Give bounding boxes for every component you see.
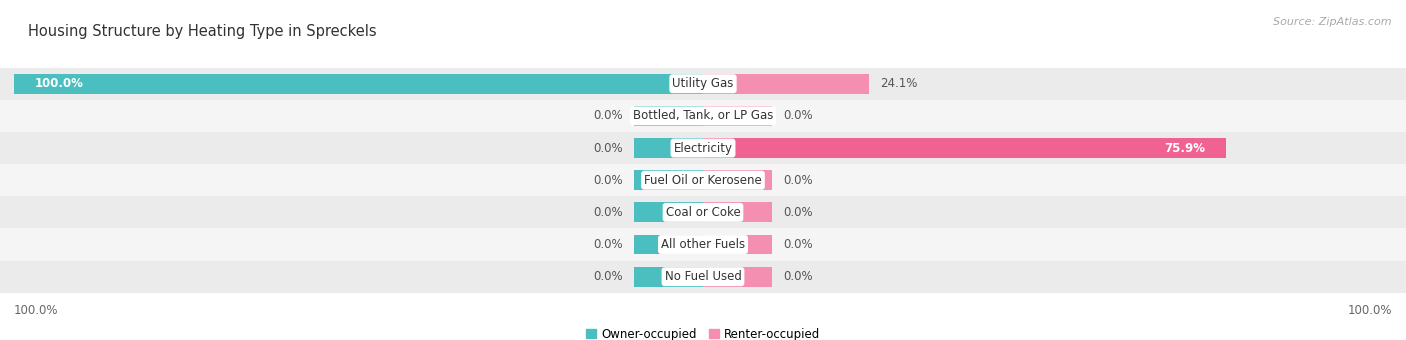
Bar <box>634 138 703 158</box>
Bar <box>703 170 772 190</box>
Text: Coal or Coke: Coal or Coke <box>665 206 741 219</box>
Text: 0.0%: 0.0% <box>783 238 813 251</box>
Text: Electricity: Electricity <box>673 141 733 155</box>
Bar <box>634 267 703 287</box>
Text: Fuel Oil or Kerosene: Fuel Oil or Kerosene <box>644 174 762 187</box>
Bar <box>634 202 703 222</box>
Bar <box>703 202 772 222</box>
Bar <box>634 170 703 190</box>
Bar <box>634 106 703 126</box>
Text: 0.0%: 0.0% <box>593 174 623 187</box>
Text: 100.0%: 100.0% <box>14 304 59 317</box>
Text: 0.0%: 0.0% <box>783 270 813 283</box>
Bar <box>0 68 1406 100</box>
Text: 100.0%: 100.0% <box>1347 304 1392 317</box>
Text: 0.0%: 0.0% <box>783 206 813 219</box>
Bar <box>634 235 703 255</box>
Text: 0.0%: 0.0% <box>593 238 623 251</box>
Text: No Fuel Used: No Fuel Used <box>665 270 741 283</box>
Text: 0.0%: 0.0% <box>593 109 623 122</box>
Bar <box>0 260 1406 293</box>
Bar <box>703 138 1226 158</box>
Text: 0.0%: 0.0% <box>783 109 813 122</box>
Text: Utility Gas: Utility Gas <box>672 77 734 90</box>
Bar <box>14 74 703 94</box>
Bar <box>0 228 1406 260</box>
Legend: Owner-occupied, Renter-occupied: Owner-occupied, Renter-occupied <box>581 323 825 340</box>
Text: 75.9%: 75.9% <box>1164 141 1205 155</box>
Text: 0.0%: 0.0% <box>593 141 623 155</box>
Bar <box>0 132 1406 164</box>
Text: 0.0%: 0.0% <box>593 270 623 283</box>
Text: 0.0%: 0.0% <box>783 174 813 187</box>
Text: All other Fuels: All other Fuels <box>661 238 745 251</box>
Bar <box>0 164 1406 196</box>
Text: 24.1%: 24.1% <box>880 77 918 90</box>
Text: Housing Structure by Heating Type in Spreckels: Housing Structure by Heating Type in Spr… <box>28 24 377 39</box>
Bar <box>703 74 869 94</box>
Text: Bottled, Tank, or LP Gas: Bottled, Tank, or LP Gas <box>633 109 773 122</box>
Text: 0.0%: 0.0% <box>593 206 623 219</box>
Bar <box>0 196 1406 228</box>
Bar <box>703 106 772 126</box>
Bar <box>703 267 772 287</box>
Text: 100.0%: 100.0% <box>35 77 83 90</box>
Text: Source: ZipAtlas.com: Source: ZipAtlas.com <box>1274 17 1392 27</box>
Bar <box>0 100 1406 132</box>
Bar <box>703 235 772 255</box>
